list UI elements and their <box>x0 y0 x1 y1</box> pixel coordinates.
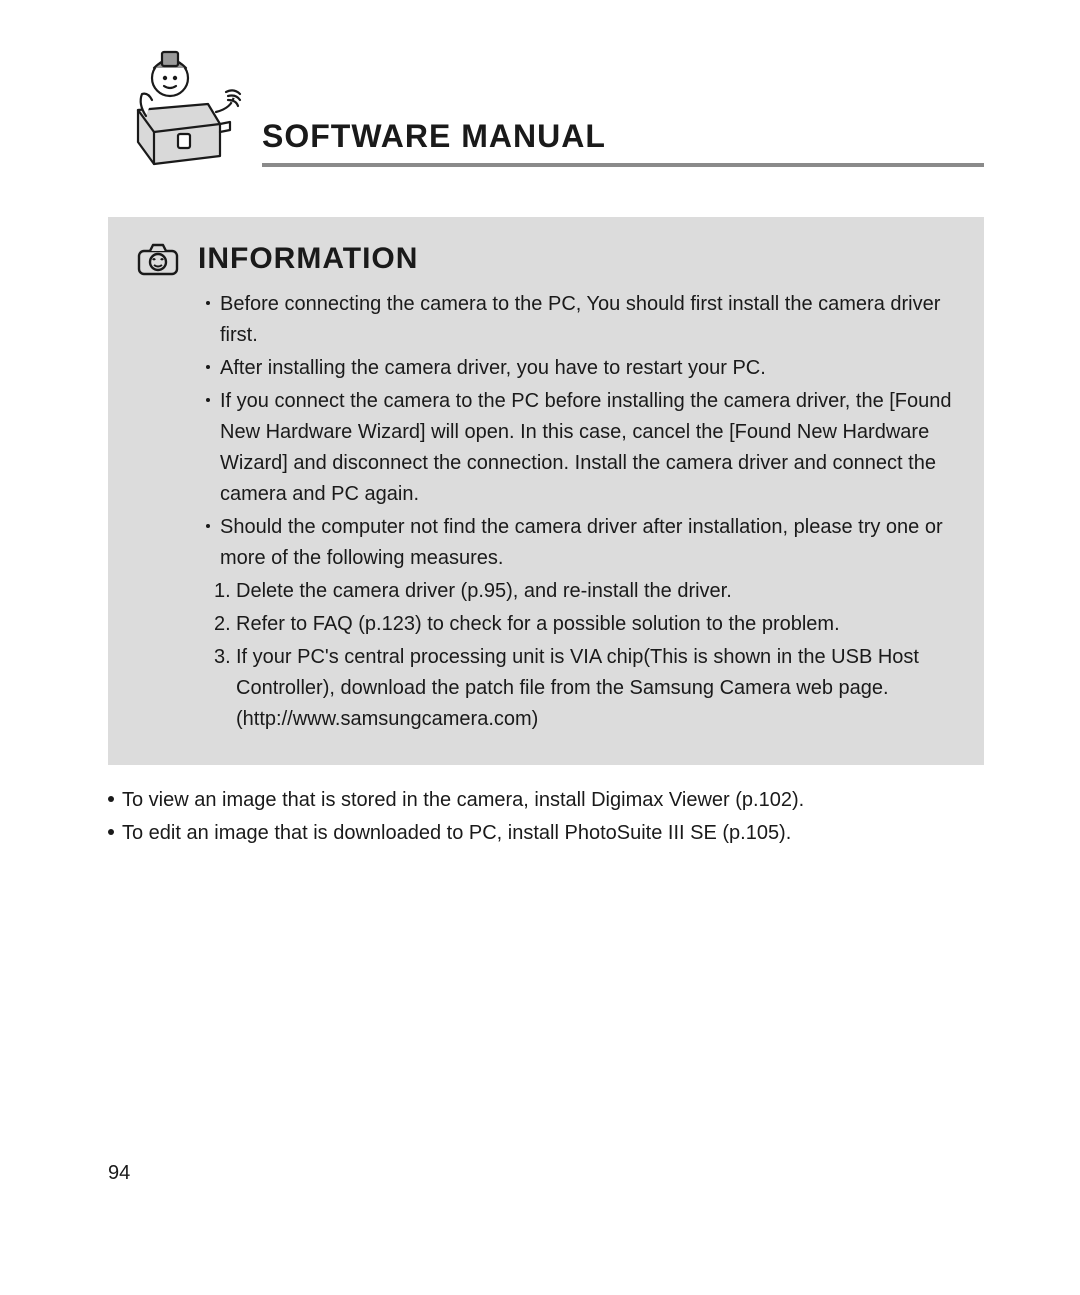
mascot-illustration <box>108 38 248 173</box>
header-row: SOFTWARE MANUAL <box>108 38 984 173</box>
body-bullet: To edit an image that is downloaded to P… <box>108 818 984 849</box>
body-bullet: To view an image that is stored in the c… <box>108 785 984 816</box>
manual-page: SOFTWARE MANUAL INFORMATI <box>0 0 1080 1295</box>
information-title: INFORMATION <box>198 242 418 276</box>
info-bullet: If you connect the camera to the PC befo… <box>206 386 954 510</box>
information-bullet-list: Before connecting the camera to the PC, … <box>136 289 954 574</box>
information-box: INFORMATION Before connecting the camera… <box>108 217 984 765</box>
info-step: If your PC's central processing unit is … <box>214 642 954 735</box>
info-step: Delete the camera driver (p.95), and re-… <box>214 576 954 607</box>
info-step: Refer to FAQ (p.123) to check for a poss… <box>214 609 954 640</box>
title-column: SOFTWARE MANUAL <box>262 118 984 173</box>
camera-icon <box>136 241 180 277</box>
info-bullet: Should the computer not find the camera … <box>206 512 954 574</box>
page-title: SOFTWARE MANUAL <box>262 118 984 155</box>
info-bullet: After installing the camera driver, you … <box>206 353 954 384</box>
information-header: INFORMATION <box>136 241 954 277</box>
title-rule <box>262 163 984 167</box>
info-bullet: Before connecting the camera to the PC, … <box>206 289 954 351</box>
information-step-list: Delete the camera driver (p.95), and re-… <box>136 576 954 735</box>
body-bullet-list: To view an image that is stored in the c… <box>108 785 984 849</box>
page-number: 94 <box>108 1162 130 1185</box>
